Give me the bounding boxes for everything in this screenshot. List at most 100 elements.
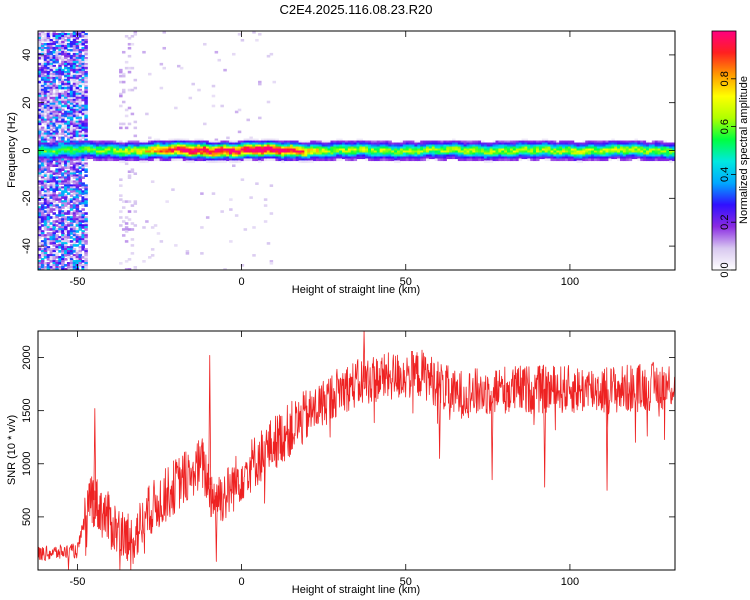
- heatmap-cell: [168, 142, 172, 146]
- heatmap-cell: [49, 58, 54, 62]
- heatmap-cell: [437, 150, 442, 154]
- heatmap-cell: [492, 146, 497, 150]
- heatmap-cell: [588, 146, 592, 150]
- heatmap-cell: [402, 146, 407, 150]
- heatmap-cell: [521, 154, 526, 158]
- heatmap-cell: [52, 156, 56, 160]
- heatmap-cell: [368, 144, 372, 148]
- heatmap-cell: [223, 142, 227, 146]
- heatmap-cell: [605, 148, 610, 152]
- heatmap-cell: [64, 250, 68, 253]
- heatmap-cell: [428, 154, 433, 158]
- heatmap-cell: [449, 142, 453, 146]
- heatmap-cell: [66, 110, 71, 114]
- heatmap-cell: [136, 146, 140, 150]
- heatmap-cell: [61, 44, 65, 48]
- heatmap-cell: [55, 172, 59, 175]
- heatmap-cell: [43, 34, 48, 38]
- heatmap-cell: [417, 158, 421, 162]
- snr-series-line: [38, 331, 675, 570]
- heatmap-cell: [58, 160, 62, 164]
- heatmap-cell: [69, 86, 74, 90]
- heatmap-cell: [281, 158, 285, 162]
- heatmap-cell: [232, 150, 236, 154]
- heatmap-cell: [66, 58, 71, 62]
- heatmap-cell: [52, 46, 56, 50]
- heatmap-cell: [81, 232, 85, 235]
- heatmap-cell: [55, 216, 59, 219]
- heatmap-cell: [84, 132, 88, 136]
- heatmap-cell: [576, 142, 581, 146]
- heatmap-cell: [518, 142, 523, 146]
- heatmap-cell: [564, 146, 569, 150]
- heatmap-cell: [573, 154, 578, 158]
- heatmap-cell: [55, 118, 59, 122]
- heatmap-cell: [336, 156, 340, 160]
- heatmap-cell: [185, 150, 190, 154]
- heatmap-cell: [284, 144, 288, 148]
- heatmap-cell: [75, 96, 80, 100]
- heatmap-cell: [49, 180, 54, 183]
- heatmap-cell: [200, 158, 204, 162]
- heatmap-cell: [272, 138, 277, 142]
- heatmap-cell: [530, 142, 534, 146]
- heatmap-cell: [388, 140, 392, 144]
- heatmap-cell: [258, 148, 262, 152]
- heatmap-cell: [124, 162, 129, 166]
- heatmap-cell: [40, 174, 45, 177]
- heatmap-cell: [124, 240, 129, 243]
- heatmap-cell: [69, 204, 74, 207]
- heatmap-cell: [434, 148, 439, 152]
- heatmap-cell: [634, 152, 638, 156]
- heatmap-cell: [64, 96, 68, 100]
- heatmap-cell: [55, 100, 59, 104]
- heatmap-cell: [81, 150, 85, 154]
- heatmap-cell: [75, 220, 80, 223]
- heatmap-cell: [66, 32, 71, 36]
- heatmap-cell: [478, 158, 482, 162]
- heatmap-cell: [58, 118, 62, 122]
- heatmap-cell: [605, 144, 610, 148]
- heatmap-cell: [449, 156, 453, 160]
- heatmap-cell: [315, 152, 320, 156]
- heatmap-cell: [124, 126, 129, 130]
- heatmap-cell: [428, 150, 433, 154]
- heatmap-cell: [315, 144, 320, 148]
- heatmap-cell: [608, 140, 612, 144]
- heatmap-cell: [40, 90, 45, 94]
- heatmap-cell: [130, 150, 135, 154]
- heatmap-cell: [84, 236, 88, 239]
- heatmap-cell: [243, 228, 248, 231]
- heatmap-cell: [38, 74, 42, 78]
- heatmap-cell: [66, 198, 71, 201]
- heatmap-cell: [61, 140, 65, 144]
- heatmap-cell: [127, 268, 132, 270]
- heatmap-cell: [40, 150, 45, 154]
- heatmap-cell: [72, 36, 77, 40]
- heatmap-cell: [591, 158, 595, 162]
- heatmap-cell: [550, 140, 554, 144]
- heatmap-cell: [69, 240, 74, 243]
- heatmap-cell: [509, 152, 514, 156]
- heatmap-cell: [93, 156, 97, 160]
- heatmap-cell: [472, 144, 476, 148]
- heatmap-cell: [197, 146, 201, 150]
- heatmap-cell: [666, 150, 670, 154]
- heatmap-cell: [194, 154, 198, 158]
- heatmap-cell: [417, 152, 421, 156]
- heatmap-cell: [486, 154, 491, 158]
- heatmap-cell: [119, 150, 123, 154]
- heatmap-cell: [289, 152, 294, 156]
- heatmap-cell: [420, 158, 424, 162]
- heatmap-cell: [72, 62, 77, 66]
- heatmap-cell: [237, 144, 242, 148]
- heatmap-cell: [240, 150, 245, 154]
- heatmap-cell: [301, 146, 305, 150]
- heatmap-cell: [252, 150, 256, 154]
- spectrogram-x-tick-label: 0: [239, 276, 245, 288]
- heatmap-cell: [194, 138, 198, 142]
- heatmap-cell: [562, 152, 566, 156]
- heatmap-cell: [342, 156, 346, 160]
- heatmap-cell: [564, 156, 569, 160]
- heatmap-cell: [622, 142, 627, 146]
